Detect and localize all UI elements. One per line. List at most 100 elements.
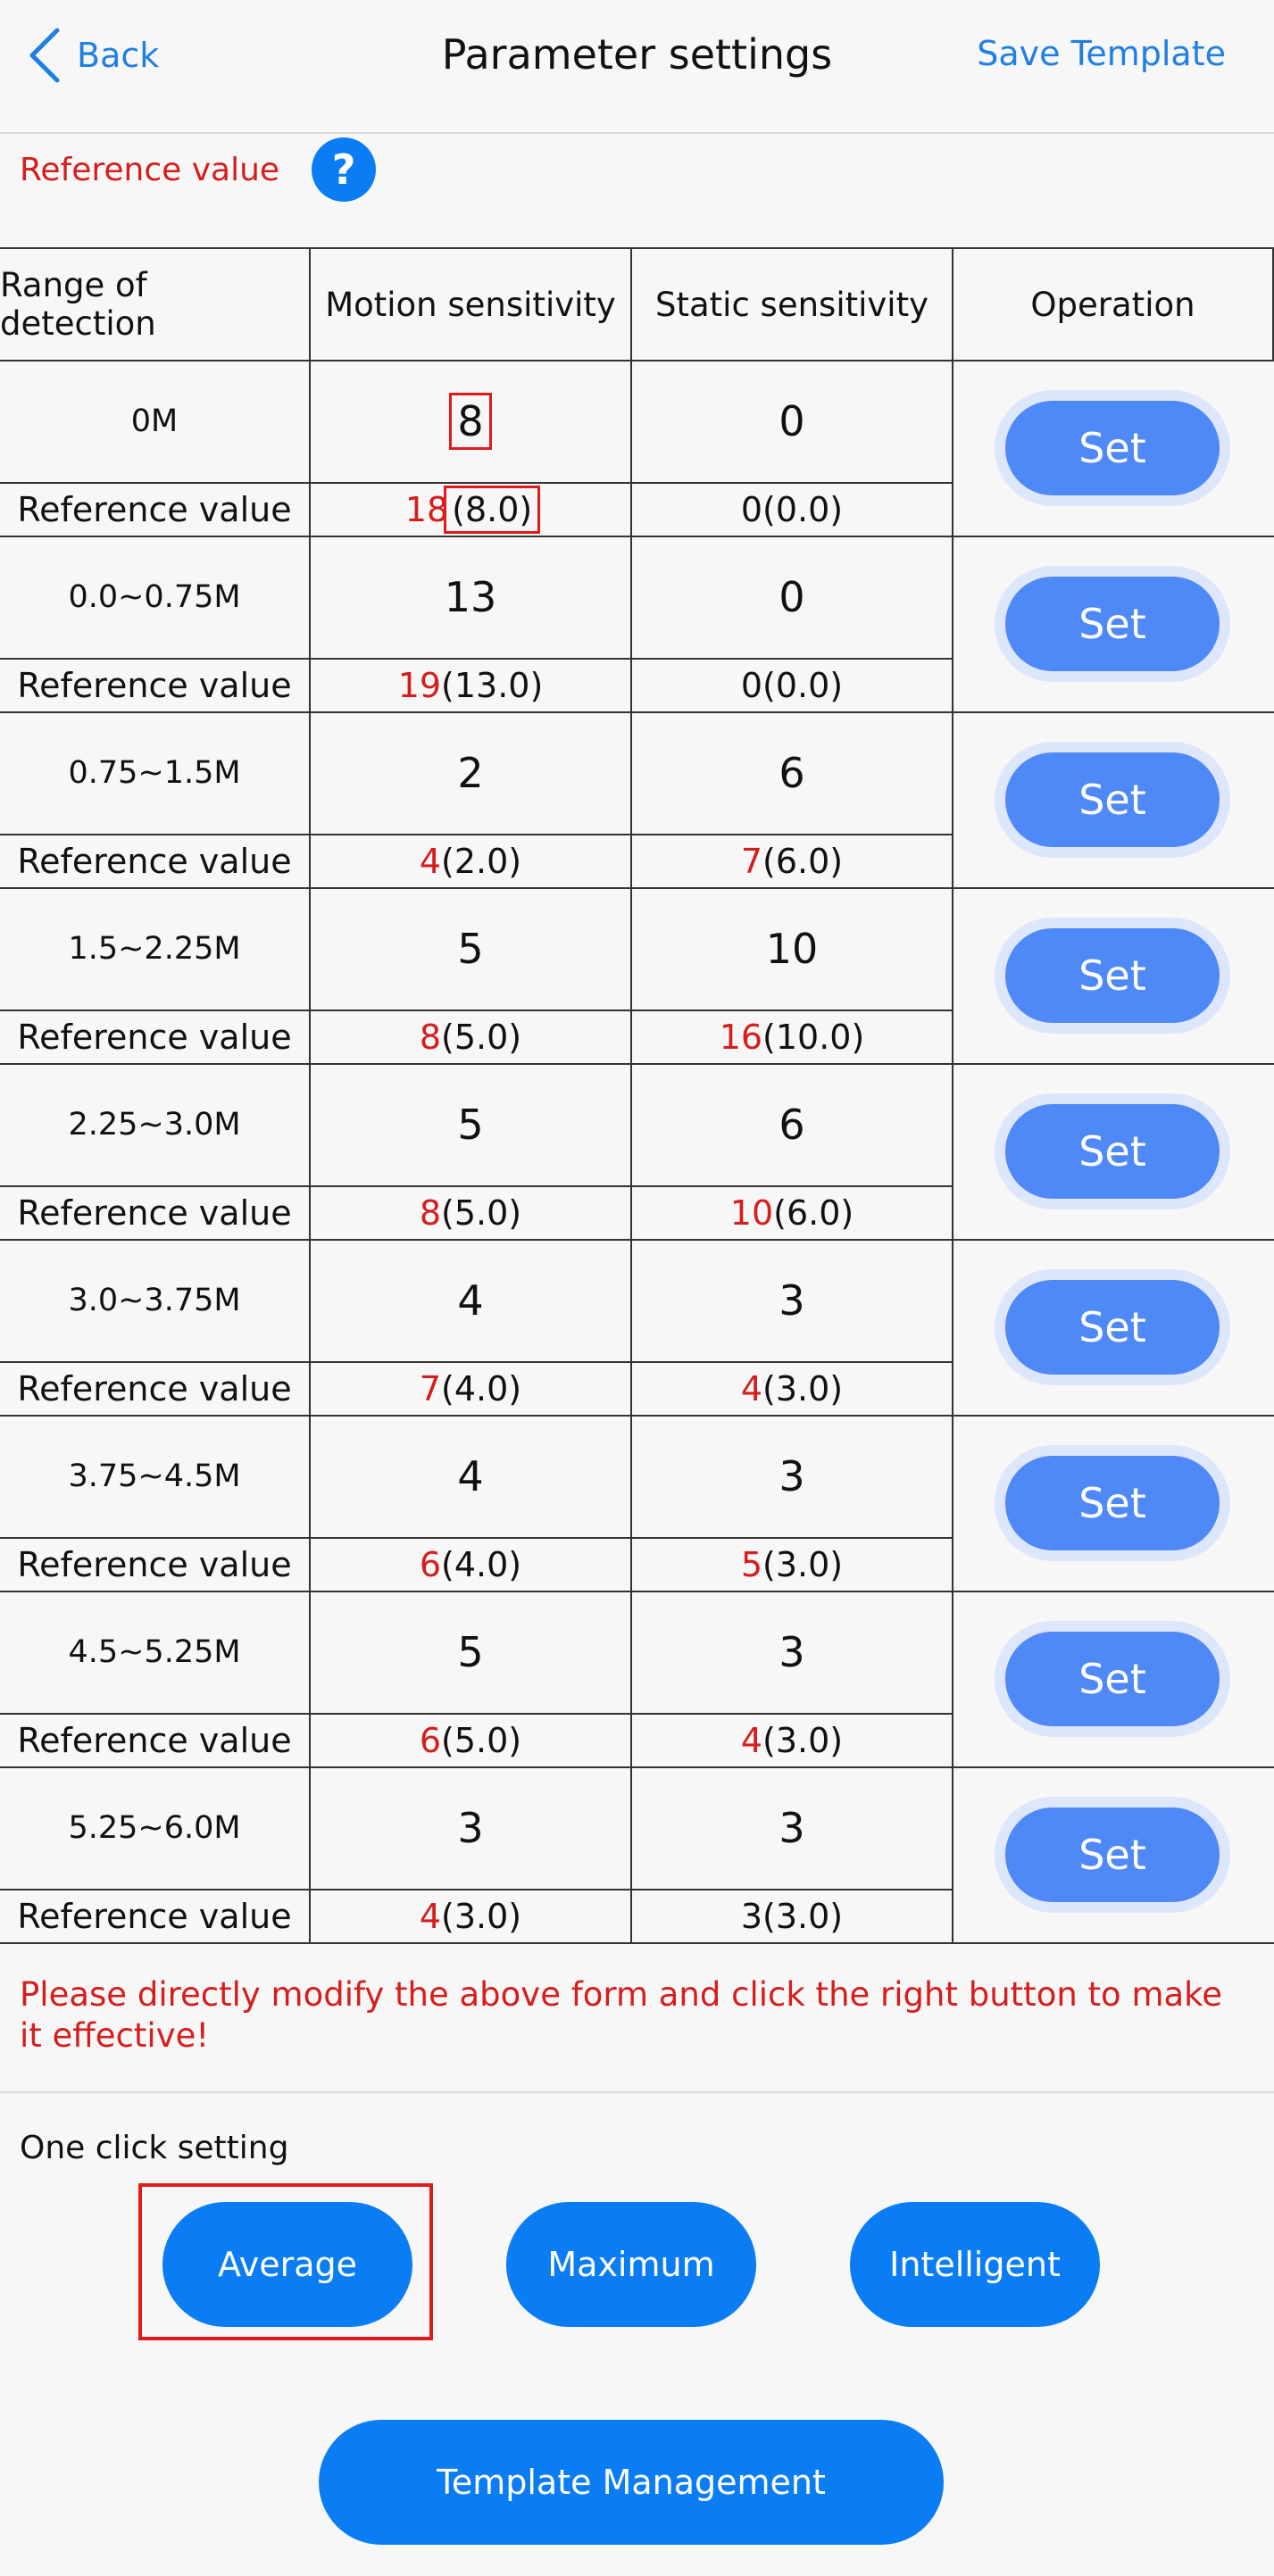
motion-reference-cell: 18 (8.0) (311, 483, 630, 536)
motion-reference-cell: 7 (4.0) (311, 1362, 630, 1415)
reference-row-label: Reference value (17, 665, 292, 705)
static-sensitivity-input[interactable]: 3 (632, 1239, 952, 1362)
static-sensitivity-input[interactable]: 3 (632, 1591, 952, 1714)
table-row: 3.0~3.75M 4 3 Reference value 7 (4.0) 4 (3… (0, 1239, 1274, 1417)
static-reference-red: 4 (740, 1720, 763, 1760)
static-reference-value: 3(3.0) (740, 1896, 844, 1936)
set-button-label: Set (1005, 1280, 1220, 1375)
header-static-sensitivity: Static sensitivity (655, 285, 928, 324)
set-button[interactable]: Set (995, 1445, 1230, 1561)
motion-sensitivity-input[interactable]: 13 (311, 536, 630, 659)
motion-reference-value: (3.0) (441, 1896, 522, 1936)
set-button-label: Set (1005, 928, 1220, 1023)
motion-sensitivity-input[interactable]: 4 (311, 1415, 630, 1538)
reference-row-label: Reference value (17, 841, 292, 881)
static-reference-cell: 5 (3.0) (632, 1538, 952, 1591)
set-button[interactable]: Set (995, 918, 1230, 1034)
motion-reference-red: 19 (397, 665, 442, 705)
static-reference-red: 7 (740, 841, 763, 881)
range-cell: 3.0~3.75M (68, 1283, 241, 1318)
motion-sensitivity-input[interactable]: 8 (311, 360, 630, 483)
set-button[interactable]: Set (995, 566, 1230, 682)
instruction-note: Please directly modify the above form an… (20, 1975, 1223, 2055)
motion-sensitivity-input[interactable]: 2 (311, 711, 630, 835)
static-reference-cell: 16 (10.0) (632, 1010, 952, 1063)
motion-reference-cell: 6 (5.0) (311, 1714, 630, 1766)
static-sensitivity-input[interactable]: 6 (632, 1063, 952, 1186)
motion-sensitivity-input[interactable]: 3 (311, 1766, 630, 1890)
maximum-button[interactable]: Maximum (506, 2202, 756, 2327)
range-cell: 0.0~0.75M (68, 579, 241, 615)
set-button[interactable]: Set (995, 1269, 1230, 1385)
motion-value: 5 (457, 925, 484, 973)
static-reference-value: (10.0) (762, 1017, 865, 1057)
static-reference-cell: 10 (6.0) (632, 1186, 952, 1239)
average-highlight-frame (138, 2183, 433, 2340)
static-value: 0 (779, 397, 805, 445)
static-sensitivity-input[interactable]: 0 (632, 536, 952, 659)
set-button-label: Set (1005, 1807, 1220, 1902)
motion-reference-value: (5.0) (441, 1017, 522, 1057)
static-reference-red: 10 (729, 1192, 774, 1233)
header-motion-sensitivity: Motion sensitivity (325, 285, 616, 324)
motion-reference-value: (4.0) (441, 1544, 522, 1584)
static-reference-value: (3.0) (762, 1544, 844, 1584)
set-button-label: Set (1005, 1104, 1220, 1199)
range-cell: 2.25~3.0M (68, 1107, 241, 1143)
static-reference-value: (3.0) (762, 1368, 844, 1408)
set-button[interactable]: Set (995, 742, 1230, 858)
reference-row-label: Reference value (17, 1017, 292, 1057)
static-reference-cell: 0(0.0) (632, 659, 952, 711)
static-sensitivity-input[interactable]: 3 (632, 1766, 952, 1890)
set-button-label: Set (1005, 577, 1220, 671)
help-icon[interactable]: ? (312, 137, 377, 202)
static-reference-value: 0(0.0) (740, 489, 844, 529)
motion-reference-cell: 8 (5.0) (311, 1186, 630, 1239)
static-reference-red: 4 (740, 1368, 763, 1408)
set-button-label: Set (1005, 1632, 1220, 1726)
motion-reference-cell: 6 (4.0) (311, 1538, 630, 1591)
motion-reference-cell: 19 (13.0) (311, 659, 630, 711)
static-sensitivity-input[interactable]: 6 (632, 711, 952, 835)
motion-reference-value: (5.0) (441, 1192, 522, 1233)
static-sensitivity-input[interactable]: 3 (632, 1415, 952, 1538)
range-cell: 4.5~5.25M (68, 1634, 241, 1670)
one-click-label: One click setting (20, 2130, 289, 2166)
set-button[interactable]: Set (995, 1093, 1230, 1209)
template-management-button[interactable]: Template Management (319, 2420, 944, 2545)
save-template-link[interactable]: Save Template (977, 34, 1226, 73)
table-row: 0.75~1.5M 2 6 Reference value 4 (2.0) 7 (6… (0, 711, 1274, 889)
set-button-label: Set (1005, 1456, 1220, 1550)
motion-reference-red: 8 (419, 1017, 442, 1057)
motion-sensitivity-input[interactable]: 5 (311, 887, 630, 1010)
motion-value: 8 (449, 393, 492, 450)
static-sensitivity-input[interactable]: 0 (632, 360, 952, 483)
static-reference-value: (3.0) (762, 1720, 844, 1760)
motion-sensitivity-input[interactable]: 5 (311, 1591, 630, 1714)
set-button[interactable]: Set (995, 1621, 1230, 1737)
table-header: Range of detection Motion sensitivity St… (0, 247, 1274, 361)
back-button[interactable]: Back (27, 25, 159, 86)
motion-value: 4 (457, 1452, 484, 1500)
reference-value-section: Reference value ? (20, 136, 377, 204)
table-row: 0.0~0.75M 13 0 Reference value 19 (13.0) … (0, 536, 1274, 713)
motion-value: 3 (457, 1804, 484, 1852)
range-cell: 0M (130, 403, 179, 439)
motion-sensitivity-input[interactable]: 4 (311, 1239, 630, 1362)
set-button[interactable]: Set (995, 390, 1230, 506)
motion-sensitivity-input[interactable]: 5 (311, 1063, 630, 1186)
reference-row-label: Reference value (17, 1192, 292, 1233)
table-row: 5.25~6.0M 3 3 Reference value 4 (3.0) 3(3… (0, 1766, 1274, 1944)
static-reference-cell: 4 (3.0) (632, 1714, 952, 1766)
intelligent-button[interactable]: Intelligent (850, 2202, 1100, 2327)
motion-value: 13 (444, 573, 497, 621)
average-button[interactable]: Average (162, 2202, 412, 2327)
motion-reference-value: (5.0) (441, 1720, 522, 1760)
motion-reference-red: 6 (419, 1720, 442, 1760)
divider (0, 2091, 1274, 2093)
range-cell: 5.25~6.0M (68, 1810, 241, 1846)
set-button[interactable]: Set (995, 1797, 1230, 1913)
page-title: Parameter settings (441, 30, 833, 79)
reference-row-label: Reference value (17, 1368, 292, 1408)
static-sensitivity-input[interactable]: 10 (632, 887, 952, 1010)
